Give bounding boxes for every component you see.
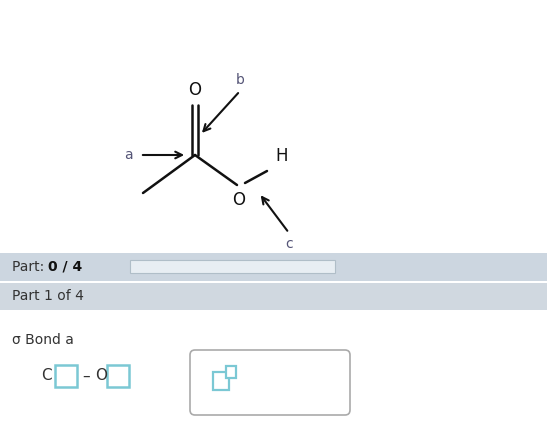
Text: 0 / 4: 0 / 4 [48, 260, 82, 274]
Text: –: – [82, 368, 90, 384]
Bar [130, 260, 335, 273]
Bar [107, 365, 129, 387]
Text: H: H [275, 147, 288, 165]
Text: a: a [124, 148, 133, 162]
Text: O: O [189, 81, 201, 99]
Text: σ Bond a: σ Bond a [12, 333, 74, 347]
Text: Part:: Part: [12, 260, 49, 274]
Text: b: b [236, 73, 245, 87]
Text: c: c [285, 237, 293, 251]
Text: C: C [42, 368, 52, 384]
Bar [0, 253, 547, 281]
Text: O: O [95, 368, 107, 384]
Bar [213, 372, 229, 390]
FancyBboxPatch shape [190, 350, 350, 415]
Text: Part 1 of 4: Part 1 of 4 [12, 290, 84, 304]
Bar [0, 283, 547, 310]
Bar [226, 365, 236, 378]
Text: O: O [232, 191, 246, 209]
Bar [55, 365, 77, 387]
